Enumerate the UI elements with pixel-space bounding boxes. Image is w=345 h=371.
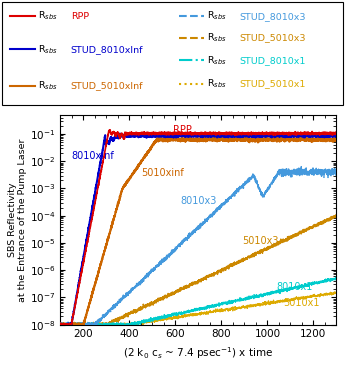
- Text: R$_{sbs}$: R$_{sbs}$: [38, 10, 58, 22]
- Text: R$_{sbs}$: R$_{sbs}$: [207, 78, 227, 90]
- Text: R$_{sbs}$: R$_{sbs}$: [207, 10, 227, 22]
- Text: STUD_5010x3: STUD_5010x3: [240, 33, 306, 42]
- Text: 5010xinf: 5010xinf: [141, 168, 184, 178]
- Text: STUD_8010x3: STUD_8010x3: [240, 12, 306, 21]
- Text: R$_{sbs}$: R$_{sbs}$: [207, 32, 227, 44]
- Text: 5010x1: 5010x1: [284, 298, 320, 308]
- Text: R$_{sbs}$: R$_{sbs}$: [38, 80, 58, 92]
- Text: RPP: RPP: [71, 12, 89, 21]
- Text: RPP: RPP: [173, 125, 192, 135]
- Text: STUD_8010x1: STUD_8010x1: [240, 56, 306, 65]
- Text: STUD_8010xInf: STUD_8010xInf: [71, 45, 143, 54]
- Text: 8010x1: 8010x1: [277, 282, 313, 292]
- Text: STUD_5010x1: STUD_5010x1: [240, 79, 306, 88]
- Y-axis label: SBS Reflectivity
at the Entrance of the Pump Laser: SBS Reflectivity at the Entrance of the …: [8, 138, 27, 302]
- Text: 5010x3: 5010x3: [242, 236, 278, 246]
- Text: STUD_5010xInf: STUD_5010xInf: [71, 82, 143, 91]
- Text: R$_{sbs}$: R$_{sbs}$: [38, 43, 58, 56]
- X-axis label: (2 k$_0$ c$_s$ ~ 7.4 psec$^{-1}$) x time: (2 k$_0$ c$_s$ ~ 7.4 psec$^{-1}$) x time: [123, 345, 274, 361]
- Text: R$_{sbs}$: R$_{sbs}$: [207, 54, 227, 66]
- Text: 8010x3: 8010x3: [180, 196, 216, 206]
- Text: 8010xInf: 8010xInf: [71, 151, 114, 161]
